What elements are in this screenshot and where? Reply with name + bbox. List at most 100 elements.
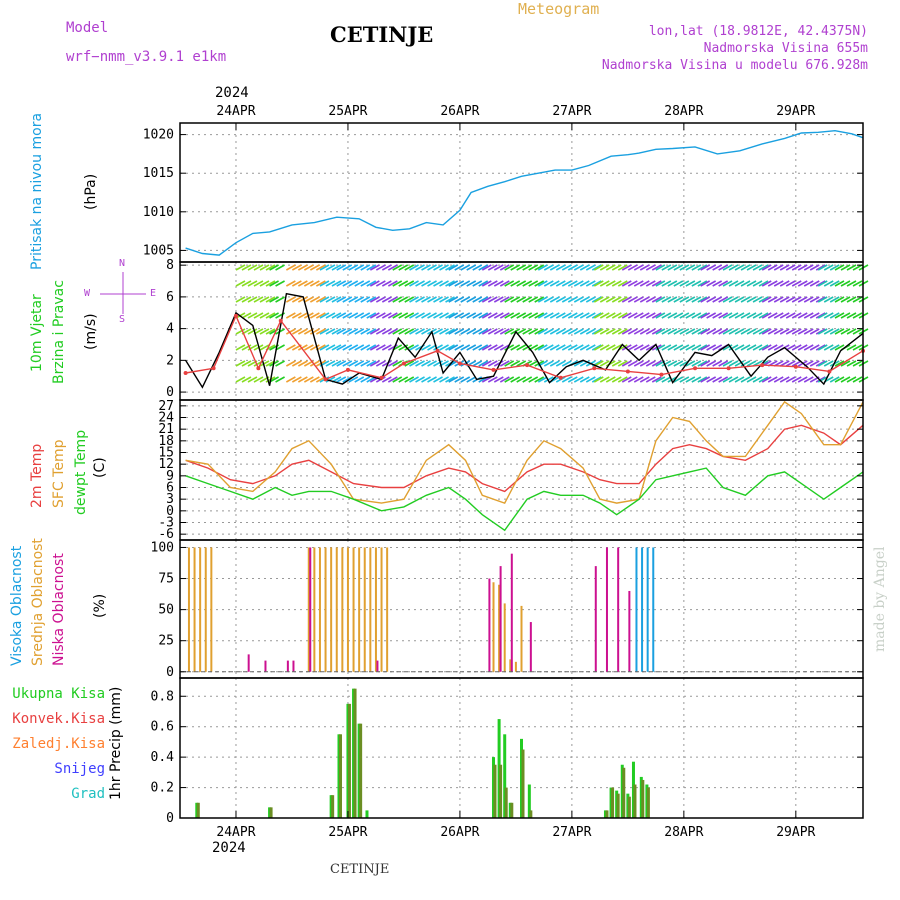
wind-barb (309, 376, 320, 383)
wind-barb (331, 312, 342, 319)
wind-barb (567, 344, 578, 351)
wind-barb (767, 376, 778, 383)
wind-barb (791, 344, 802, 351)
wind-barb (398, 264, 409, 271)
wind-barb (846, 360, 857, 367)
wind-barb (573, 360, 584, 367)
wind-barb (785, 296, 796, 303)
wind-barb (303, 280, 314, 287)
wind-barb (852, 264, 863, 271)
wind-barb (285, 264, 296, 271)
wind-barb (555, 360, 566, 367)
wind-barb (375, 280, 386, 287)
wind-barb (336, 280, 347, 287)
bar (187, 547, 190, 672)
wind-barb (528, 328, 539, 335)
wind-barb (785, 328, 796, 335)
wind-barb (309, 360, 320, 367)
wind-barb (567, 312, 578, 319)
wind-barb (679, 376, 690, 383)
wind-barb (767, 280, 778, 287)
wind-barb (611, 312, 622, 319)
y-tick-label: 27 (158, 399, 174, 414)
y-tick-label: 15 (158, 446, 174, 461)
series-line-pritisak-na-nivou-mora (185, 129, 864, 256)
wind-barb (752, 376, 763, 383)
wind-barb (761, 296, 772, 303)
wind-barb (439, 376, 449, 383)
wind-barb (773, 328, 784, 335)
wind-barb (561, 344, 572, 351)
wind-barb (354, 296, 365, 303)
wind-barb (561, 376, 572, 383)
y-tick-label: 25 (158, 634, 174, 649)
bar (341, 547, 344, 672)
wind-barb (639, 376, 650, 383)
wind-barb (487, 328, 498, 335)
wind-barb (348, 360, 359, 367)
wind-barb (466, 296, 477, 303)
wind-barb (834, 280, 845, 287)
wind-barb (661, 376, 672, 383)
wind-barb (691, 360, 702, 367)
wind-barb (342, 280, 353, 287)
bar (527, 784, 531, 818)
wind-barb (366, 280, 377, 287)
wind-barb (499, 360, 510, 367)
wind-barb (773, 344, 784, 351)
wind-barb (758, 264, 769, 271)
wind-barb (667, 328, 678, 335)
series-line-gust (185, 314, 864, 381)
wind-barb (369, 312, 380, 319)
wind-barb (621, 264, 632, 271)
wind-barb (472, 344, 483, 351)
wind-barb (235, 376, 246, 383)
wind-barb (706, 360, 717, 367)
bar (510, 802, 514, 818)
wind-barb (409, 328, 419, 335)
model-name: wrf−nmm_v3.9.1 e1km (66, 49, 227, 65)
wind-barb (325, 376, 336, 383)
wind-barb (639, 312, 650, 319)
wind-barb (815, 264, 826, 271)
wind-barb (354, 328, 365, 335)
wind-barb (661, 312, 672, 319)
wind-barb (852, 360, 863, 367)
wind-barb (309, 280, 320, 287)
wind-barb (253, 280, 264, 287)
wind-barb (752, 328, 763, 335)
precip-legend-snow: Snijeg (54, 761, 105, 777)
wind-barb (817, 344, 828, 351)
wind-barb (599, 296, 610, 303)
wind-barb (767, 344, 778, 351)
wind-barb (797, 376, 808, 383)
wind-barb (331, 360, 342, 367)
wind-barb (728, 344, 739, 351)
wind-barb (773, 312, 784, 319)
wind-barb (291, 360, 302, 367)
wind-barb (259, 296, 270, 303)
wind-barb (746, 344, 757, 351)
wind-barb (291, 264, 302, 271)
bar (313, 547, 316, 672)
wind-barb (773, 296, 784, 303)
wind-barb (297, 328, 308, 335)
wind-barb (285, 312, 296, 319)
wind-barb (740, 280, 751, 287)
wind-barb (746, 280, 757, 287)
wind-barb (331, 328, 342, 335)
date-label-top: 27APR (552, 104, 591, 119)
wind-barb (275, 296, 285, 303)
wind-barb (834, 328, 845, 335)
wind-barb (319, 280, 330, 287)
wind-barb (297, 344, 308, 351)
wind-barb (478, 344, 489, 351)
wind-barb (342, 376, 353, 383)
gust-point (211, 366, 216, 371)
wind-barb (348, 280, 359, 287)
wind-barb (241, 376, 252, 383)
wind-barb (259, 264, 270, 271)
wind-barb (567, 328, 578, 335)
wind-barb (247, 376, 258, 383)
wind-barb (269, 280, 279, 287)
